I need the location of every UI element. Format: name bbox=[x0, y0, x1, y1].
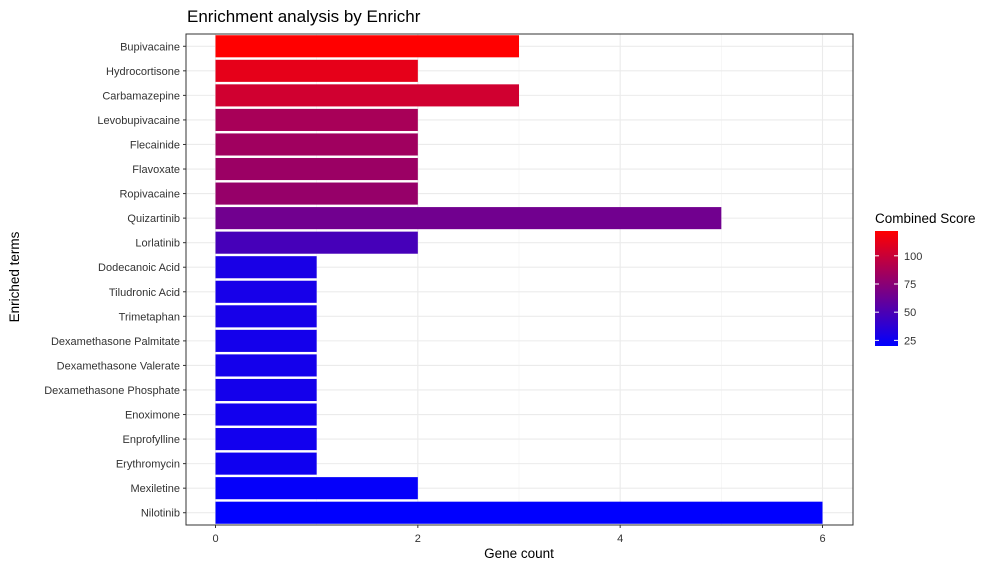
y-tick-label: Dexamethasone Phosphate bbox=[44, 385, 180, 397]
bar-hydrocortisone bbox=[215, 59, 418, 82]
bar-quizartinib bbox=[215, 207, 722, 230]
x-tick-label: 2 bbox=[415, 533, 421, 545]
y-tick-label: Bupivacaine bbox=[120, 41, 180, 53]
bar-dexamethasone-phosphate bbox=[215, 378, 317, 402]
color-legend: Combined Score 25 50 75 100 bbox=[875, 211, 976, 347]
y-tick-label: Mexiletine bbox=[130, 483, 180, 495]
plot-area: Bupivacaine Hydrocortisone Carbamazepine Le… bbox=[44, 33, 854, 545]
bar-mexiletine bbox=[215, 477, 418, 500]
y-tick-label: Quizartinib bbox=[127, 213, 180, 225]
y-tick-label: Flecainide bbox=[130, 139, 180, 151]
bar-erythromycin bbox=[215, 452, 317, 475]
bar-bupivacaine bbox=[215, 35, 519, 58]
bar-tiludronic-acid bbox=[215, 280, 317, 303]
y-tick-label: Hydrocortisone bbox=[106, 66, 180, 78]
bar-dexamethasone-palmitate bbox=[215, 329, 317, 352]
y-tick-label: Levobupivacaine bbox=[97, 115, 180, 127]
legend-tick-label: 50 bbox=[904, 307, 916, 319]
y-tick-label: Nilotinib bbox=[141, 508, 180, 520]
y-tick-label: Flavoxate bbox=[132, 164, 180, 176]
bar-trimetaphan bbox=[215, 305, 317, 328]
bar-ropivacaine bbox=[215, 182, 418, 205]
legend-title: Combined Score bbox=[875, 211, 976, 226]
bar-dexamethasone-valerate bbox=[215, 354, 317, 377]
bar-lorlatinib bbox=[215, 231, 418, 254]
x-axis-title: Gene count bbox=[484, 546, 554, 561]
plot-border bbox=[185, 33, 854, 526]
chart-title: Enrichment analysis by Enrichr bbox=[187, 7, 421, 26]
bar-flecainide bbox=[215, 133, 418, 156]
legend-tick-label: 75 bbox=[904, 279, 916, 291]
y-tick-label: Dodecanoic Acid bbox=[98, 262, 180, 274]
y-tick-label: Enprofylline bbox=[123, 434, 180, 446]
bar-carbamazepine bbox=[215, 84, 519, 107]
y-tick-label: Dexamethasone Valerate bbox=[57, 360, 180, 372]
x-tick-label: 0 bbox=[212, 533, 218, 545]
y-tick-label: Ropivacaine bbox=[119, 189, 180, 201]
plot-panel bbox=[186, 34, 853, 525]
x-tick-label: 4 bbox=[617, 533, 623, 545]
bar-levobupivacaine bbox=[215, 108, 418, 131]
y-tick-label: Erythromycin bbox=[116, 459, 180, 471]
bar-dodecanoic-acid bbox=[215, 256, 317, 279]
y-tick-label: Trimetaphan bbox=[119, 311, 180, 323]
y-tick-label: Dexamethasone Palmitate bbox=[51, 336, 180, 348]
y-tick-label: Carbamazepine bbox=[102, 90, 180, 102]
bar-nilotinib bbox=[215, 501, 823, 524]
colorbar bbox=[875, 231, 898, 346]
y-tick-label: Lorlatinib bbox=[135, 238, 180, 250]
legend-tick-label: 100 bbox=[904, 251, 922, 263]
y-axis-title: Enriched terms bbox=[7, 231, 22, 322]
legend-tick-label: 25 bbox=[904, 335, 916, 347]
bar-flavoxate bbox=[215, 157, 418, 181]
bar-enprofylline bbox=[215, 428, 317, 451]
bar-enoximone bbox=[215, 403, 317, 426]
y-tick-label: Tiludronic Acid bbox=[109, 287, 180, 299]
x-tick-label: 6 bbox=[819, 533, 825, 545]
y-tick-label: Enoximone bbox=[125, 410, 180, 422]
